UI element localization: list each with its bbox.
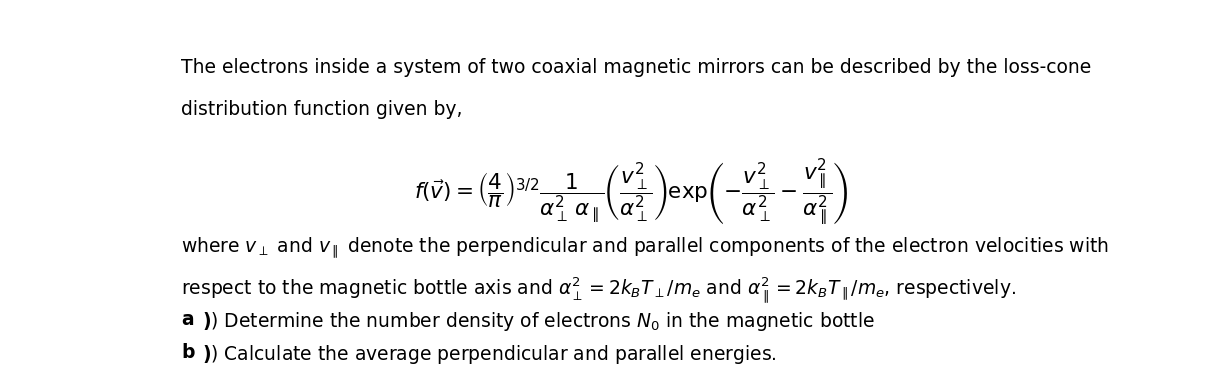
- Text: The electrons inside a system of two coaxial magnetic mirrors can be described b: The electrons inside a system of two coa…: [181, 58, 1092, 76]
- Text: $\mathbf{a}$: $\mathbf{a}$: [181, 310, 193, 328]
- Text: where $v_{\perp}$ and $v_{\parallel}$ denote the perpendicular and parallel comp: where $v_{\perp}$ and $v_{\parallel}$ de…: [181, 236, 1109, 261]
- Text: $f(\vec{v}) = \left(\dfrac{4}{\pi}\right)^{3/2}\dfrac{1}{\alpha_{\perp}^{2}\,\al: $f(\vec{v}) = \left(\dfrac{4}{\pi}\right…: [414, 157, 849, 227]
- Text: respect to the magnetic bottle axis and $\alpha_{\perp}^{2} = 2k_BT_{\perp}/m_e$: respect to the magnetic bottle axis and …: [181, 275, 1015, 305]
- Text: distribution function given by,: distribution function given by,: [181, 100, 462, 119]
- Text: $\mathbf{)}$) Determine the number density of electrons $N_0$ in the magnetic bo: $\mathbf{)}$) Determine the number densi…: [202, 310, 875, 333]
- Text: $\mathbf{)}$) Calculate the average perpendicular and parallel energies.: $\mathbf{)}$) Calculate the average perp…: [202, 343, 776, 366]
- Text: $\mathbf{b}$: $\mathbf{b}$: [181, 343, 196, 362]
